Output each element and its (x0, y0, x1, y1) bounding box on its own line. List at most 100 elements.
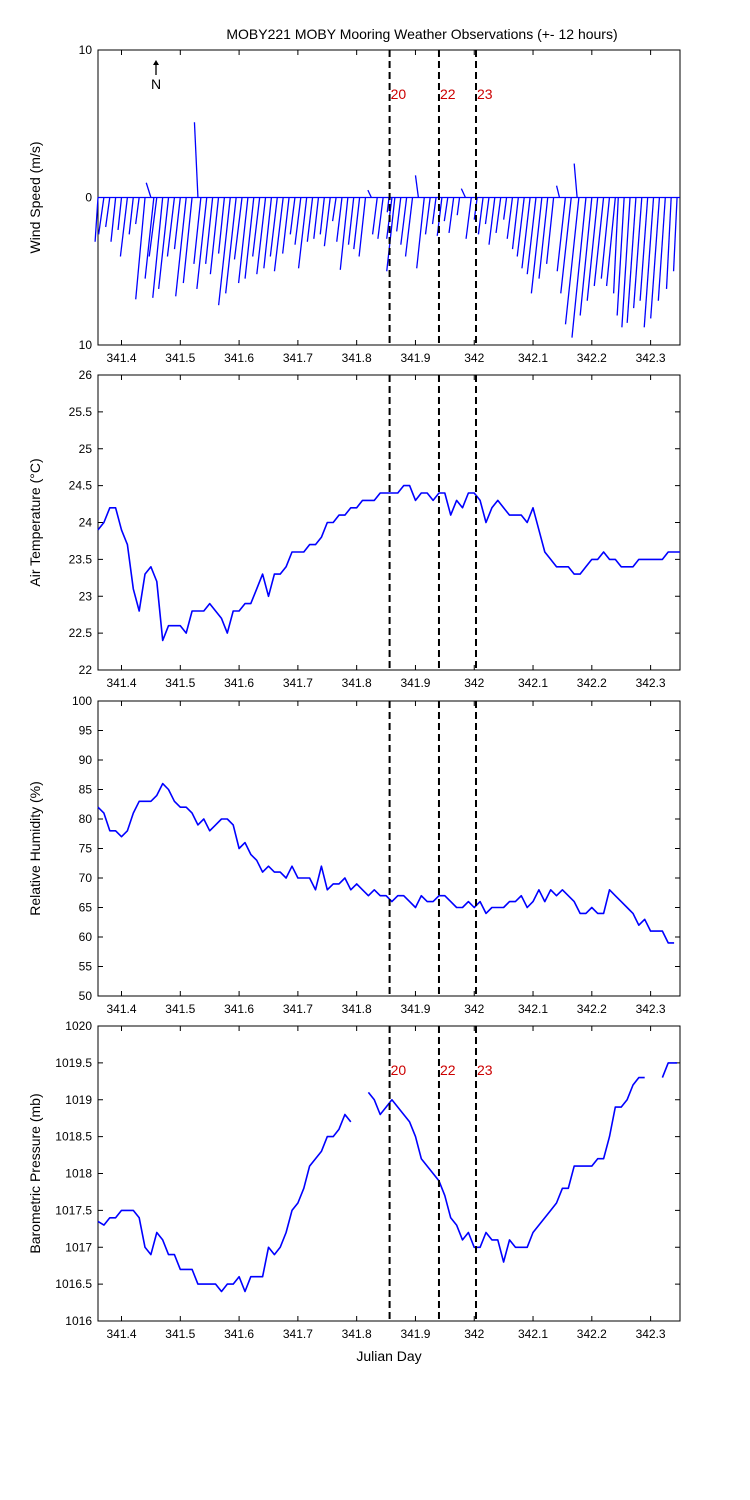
wind-vector (593, 197, 605, 287)
wind-vector (196, 197, 208, 290)
wind-xtick-label: 341.4 (106, 351, 136, 365)
humidity-ytick-label: 70 (79, 871, 93, 885)
temperature-xtick-label: 341.9 (400, 676, 430, 690)
wind-event-marker-label: 23 (477, 86, 493, 102)
wind-xtick-label: 342.1 (518, 351, 548, 365)
wind-vector (396, 197, 402, 232)
wind-vector (556, 197, 567, 272)
wind-vector (456, 197, 461, 216)
humidity-xtick-label: 341.6 (224, 1002, 254, 1016)
wind-vector (358, 197, 367, 257)
wind-vector (193, 122, 199, 198)
wind-vector (269, 197, 278, 257)
panels-group: 341.4 341.5 341.6 341.7 341.8 341.9 342 342.1 34… (27, 43, 681, 1364)
wind-vector (135, 197, 140, 225)
wind-vector (579, 197, 593, 316)
wind-vector (443, 197, 449, 222)
wind-vector (616, 197, 625, 316)
wind-vector (117, 197, 123, 231)
wind-vector (128, 197, 134, 235)
pressure-ytick-label: 1016.5 (55, 1277, 92, 1291)
pressure-ytick-label: 1018 (65, 1167, 92, 1181)
temperature-ytick-label: 24.5 (69, 479, 93, 493)
pressure-ytick-label: 1017.5 (55, 1203, 92, 1217)
wind-xtick-label: 342.2 (577, 351, 607, 365)
humidity-xtick-label: 341.7 (283, 1002, 313, 1016)
wind-vector (282, 197, 290, 254)
wind-vector (404, 197, 414, 257)
wind-vector (331, 197, 337, 222)
pressure-xtick-label: 342.1 (518, 1327, 548, 1341)
wind-vector (414, 175, 420, 198)
wind-xtick-label: 341.7 (283, 351, 313, 365)
wind-vector (571, 197, 587, 338)
wind-vector (225, 197, 237, 294)
wind-vector (148, 197, 158, 257)
wind-vector (621, 197, 631, 328)
wind-vector (626, 197, 637, 323)
wind-vector (377, 197, 384, 239)
wind-vector (465, 197, 472, 239)
wind-vector (460, 188, 467, 198)
wind-vector (573, 163, 578, 198)
wind-vector (347, 197, 355, 245)
wind-xtick-label: 341.6 (224, 351, 254, 365)
pressure-event-marker-label: 22 (440, 1062, 456, 1078)
wind-vector (144, 197, 155, 279)
humidity-ytick-label: 50 (79, 989, 93, 1003)
wind-vector (166, 197, 176, 257)
wind-vector (244, 197, 255, 279)
humidity-ylabel: Relative Humidity (%) (27, 781, 43, 916)
wind-vector (545, 197, 555, 264)
humidity-ytick-label: 60 (79, 930, 93, 944)
humidity-ytick-label: 90 (79, 753, 93, 767)
pressure-ytick-label: 1020 (65, 1019, 92, 1033)
wind-vector (110, 197, 117, 242)
wind-vector (511, 197, 519, 250)
wind-vector (323, 197, 331, 247)
temperature-ytick-label: 25.5 (69, 405, 93, 419)
wind-vector (135, 197, 146, 300)
wind-vector (205, 197, 214, 264)
north-label: N (151, 76, 161, 92)
temperature-ylabel: Air Temperature (°C) (27, 458, 43, 586)
wind-vector (119, 197, 129, 257)
wind-vector (495, 197, 502, 233)
wind-vector (371, 197, 378, 235)
wind-vector (526, 197, 537, 275)
wind-vector (488, 197, 496, 245)
pressure-xtick-label: 341.8 (342, 1327, 372, 1341)
wind-vector (97, 197, 105, 235)
wind-vector (516, 197, 525, 257)
wind-vector (237, 197, 249, 284)
wind-vector (650, 197, 661, 319)
wind-vector (605, 197, 616, 287)
temperature-xtick-label: 342.3 (636, 676, 666, 690)
wind-vector (448, 197, 455, 233)
humidity-ytick-label: 75 (79, 842, 93, 856)
temperature-xtick-label: 342.1 (518, 676, 548, 690)
wind-panel: 341.4 341.5 341.6 341.7 341.8 341.9 342 342.1 34… (27, 43, 681, 365)
wind-vector (289, 197, 296, 235)
temperature-xtick-label: 342 (464, 676, 484, 690)
pressure-ytick-label: 1019.5 (55, 1056, 92, 1070)
wind-vector (530, 197, 543, 294)
pressure-event-marker-label: 20 (391, 1062, 407, 1078)
temperature-ytick-label: 25 (79, 442, 93, 456)
wind-vector (193, 197, 202, 264)
wind-vector (145, 182, 152, 198)
wind-vector (339, 197, 349, 270)
humidity-series-line (97, 782, 675, 944)
wind-vector (400, 197, 408, 245)
pressure-xtick-label: 342.2 (577, 1327, 607, 1341)
pressure-ytick-label: 1016 (65, 1314, 92, 1328)
humidity-xtick-label: 341.4 (106, 1002, 136, 1016)
wind-event-marker-label: 20 (391, 86, 407, 102)
wind-vector (94, 197, 99, 242)
humidity-xtick-label: 341.5 (165, 1002, 195, 1016)
temperature-ytick-label: 24 (79, 516, 93, 530)
wind-vector (217, 197, 231, 306)
temperature-xtick-label: 341.6 (224, 676, 254, 690)
wind-vector (158, 197, 170, 290)
